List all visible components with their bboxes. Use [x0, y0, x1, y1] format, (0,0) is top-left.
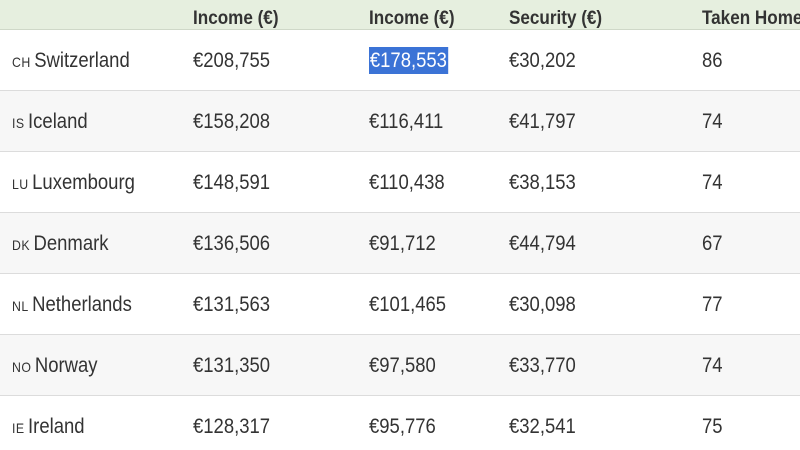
- taken-home-cell: 74: [702, 171, 723, 194]
- social-security-cell: €44,794: [509, 232, 576, 255]
- table-row[interactable]: CH Switzerland €208,755 €178,553 €30,202 …: [0, 30, 800, 91]
- country-name: Switzerland: [34, 49, 130, 72]
- country-name: Norway: [34, 354, 98, 377]
- country-name: Ireland: [28, 415, 85, 438]
- social-security-cell: €32,541: [509, 415, 576, 438]
- selected-text[interactable]: €178,553: [369, 47, 448, 74]
- country-name: Denmark: [33, 232, 109, 255]
- country-code: CH: [12, 54, 31, 70]
- country-name: Iceland: [28, 110, 88, 133]
- header-social-security[interactable]: Security (€): [509, 8, 603, 29]
- gross-income-cell: €208,755: [193, 49, 271, 72]
- header-gross-income[interactable]: Income (€): [193, 8, 279, 29]
- social-security-cell: €38,153: [509, 171, 576, 194]
- gross-income-cell: €128,317: [193, 415, 271, 438]
- net-income-cell: €116,411: [369, 110, 444, 133]
- country-cell: IS Iceland: [12, 91, 88, 152]
- net-income-cell: €110,438: [369, 171, 445, 194]
- social-security-cell: €41,797: [509, 110, 576, 133]
- table-row[interactable]: NO Norway €131,350 €97,580 €33,770 74: [0, 335, 800, 396]
- table-header: Income (€) Income (€) Security (€) Taken…: [0, 0, 800, 30]
- country-cell: IE Ireland: [12, 396, 85, 450]
- gross-income-cell: €131,563: [193, 293, 271, 316]
- gross-income-cell: €148,591: [193, 171, 271, 194]
- net-income-cell[interactable]: €178,553: [369, 30, 448, 91]
- taken-home-cell: 77: [702, 293, 723, 316]
- country-code: IS: [12, 115, 25, 131]
- table-row[interactable]: IE Ireland €128,317 €95,776 €32,541 75: [0, 396, 800, 450]
- country-code: NO: [12, 359, 32, 375]
- country-cell: NO Norway: [12, 335, 98, 396]
- net-income-cell: €91,712: [369, 232, 436, 255]
- country-code: LU: [12, 176, 29, 192]
- taken-home-cell: 67: [702, 232, 723, 255]
- taken-home-cell: 74: [702, 110, 723, 133]
- gross-income-cell: €136,506: [193, 232, 271, 255]
- table-row[interactable]: NL Netherlands €131,563 €101,465 €30,098 …: [0, 274, 800, 335]
- country-name: Netherlands: [32, 293, 132, 316]
- social-security-cell: €30,202: [509, 49, 576, 72]
- social-security-cell: €33,770: [509, 354, 576, 377]
- country-code: IE: [12, 420, 25, 436]
- gross-income-cell: €158,208: [193, 110, 271, 133]
- country-cell: DK Denmark: [12, 213, 108, 274]
- net-income-cell: €101,465: [369, 293, 447, 316]
- country-code: DK: [12, 237, 30, 253]
- table-row[interactable]: LU Luxembourg €148,591 €110,438 €38,153 7…: [0, 152, 800, 213]
- net-income-cell: €95,776: [369, 415, 436, 438]
- country-name: Luxembourg: [32, 171, 135, 194]
- header-taken-home[interactable]: Taken Home: [702, 8, 800, 29]
- table-row[interactable]: IS Iceland €158,208 €116,411 €41,797 74: [0, 91, 800, 152]
- country-code: NL: [12, 298, 29, 314]
- country-cell: CH Switzerland: [12, 30, 130, 91]
- taken-home-cell: 86: [702, 49, 723, 72]
- gross-income-cell: €131,350: [193, 354, 271, 377]
- net-income-cell: €97,580: [369, 354, 436, 377]
- country-cell: LU Luxembourg: [12, 152, 135, 213]
- header-net-income[interactable]: Income (€): [369, 8, 455, 29]
- social-security-cell: €30,098: [509, 293, 576, 316]
- taken-home-cell: 75: [702, 415, 723, 438]
- taken-home-cell: 74: [702, 354, 723, 377]
- country-cell: NL Netherlands: [12, 274, 132, 335]
- table-row[interactable]: DK Denmark €136,506 €91,712 €44,794 67: [0, 213, 800, 274]
